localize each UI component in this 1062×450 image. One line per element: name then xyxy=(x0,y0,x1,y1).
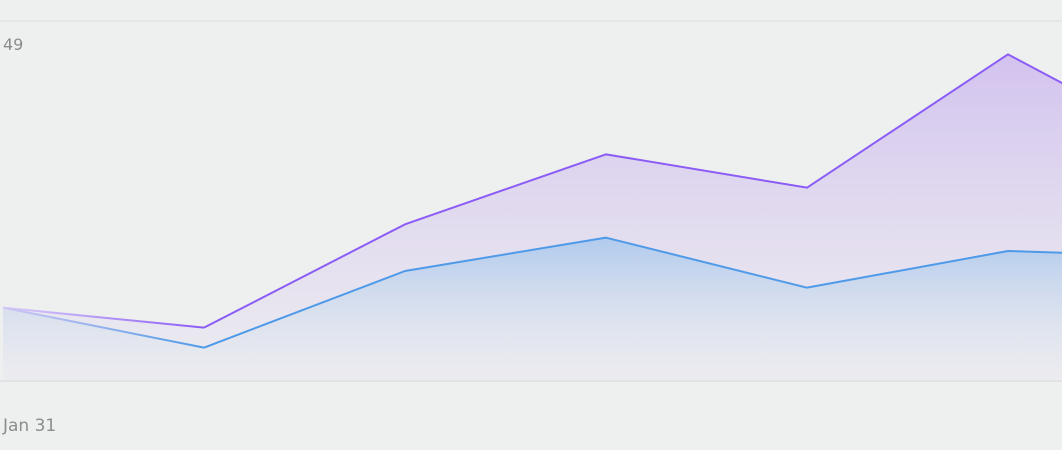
series-2-line xyxy=(203,236,1062,349)
y-tick-label-max: 49 xyxy=(3,35,24,54)
series-1-line xyxy=(203,53,1062,329)
series-1-line-start xyxy=(2,306,205,329)
series-2-line-start xyxy=(2,306,205,349)
series-lines xyxy=(2,53,1062,349)
series-2-area xyxy=(3,237,1062,381)
series-areas xyxy=(3,54,1062,381)
x-tick-label-start: Jan 31 xyxy=(3,416,57,436)
